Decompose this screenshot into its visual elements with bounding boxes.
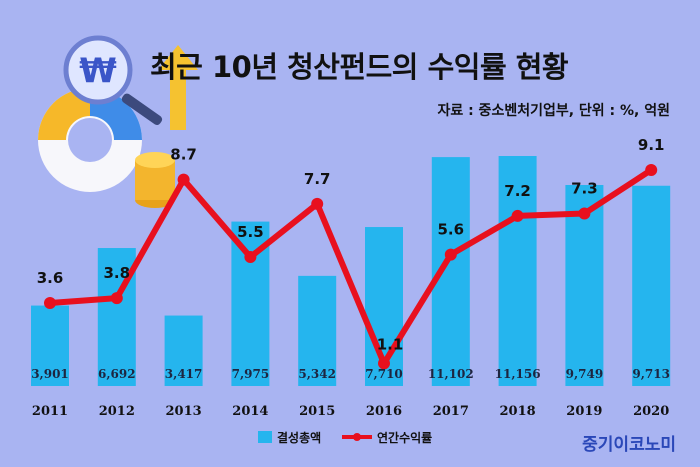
bar-2011: [31, 305, 69, 386]
bar-label-2012: 6,692: [98, 367, 136, 381]
line-point-2017: [444, 248, 457, 261]
x-tick-label-2015: 2015: [299, 404, 335, 419]
svg-text:₩: ₩: [79, 51, 117, 91]
bar-2015: [298, 275, 337, 386]
legend-label-bar: 결성총액: [277, 430, 321, 445]
bar-label-2013: 3,417: [165, 367, 203, 381]
line-label-2017: 5.6: [438, 221, 465, 239]
x-tick-label-2017: 2017: [433, 404, 469, 419]
bar-2020: [632, 185, 671, 386]
x-tick-label-2011: 2011: [32, 404, 68, 419]
arrow-up-icon: [158, 45, 198, 130]
finance-illustration: ₩: [38, 35, 198, 208]
line-point-2018: [511, 209, 524, 222]
brand-logo-text: 중기이코노미: [582, 435, 676, 455]
line-point-2013: [177, 173, 190, 186]
line-label-2018: 7.2: [504, 182, 531, 200]
bar-label-2020: 9,713: [632, 367, 670, 381]
bar-label-2018: 11,156: [495, 367, 541, 381]
line-label-2011: 3.6: [37, 269, 64, 287]
x-tick-label-2016: 2016: [366, 404, 402, 419]
x-tick-label-2013: 2013: [166, 404, 202, 419]
bar-2013: [164, 315, 203, 386]
line-label-2019: 7.3: [571, 180, 598, 198]
line-label-2015: 7.7: [304, 170, 331, 188]
legend-label-line: 연간수익률: [377, 430, 432, 445]
legend-swatch-line-marker: [353, 433, 361, 441]
x-tick-label-2018: 2018: [500, 404, 536, 419]
line-point-2015: [311, 197, 324, 210]
x-tick-label-2012: 2012: [99, 404, 135, 419]
x-tick-label-2019: 2019: [566, 404, 602, 419]
x-tick-label-2020: 2020: [633, 404, 669, 419]
coin-stack-icon: [135, 152, 175, 208]
bar-label-2016: 7,710: [365, 367, 403, 381]
line-point-2019: [578, 207, 591, 220]
bar-2018: [498, 156, 537, 386]
magnifier-won-icon: ₩: [63, 35, 163, 126]
line-point-2012: [110, 292, 123, 305]
line-point-2016: [378, 357, 390, 370]
bar-label-2019: 9,749: [566, 367, 604, 381]
bar-label-2017: 11,102: [428, 367, 474, 381]
bar-label-2011: 3,901: [31, 367, 69, 381]
line-point-2011: [44, 296, 56, 309]
line-series-annual-return: [49, 167, 653, 367]
line-label-2012: 3.8: [104, 264, 131, 282]
bar-label-2015: 5,342: [298, 367, 336, 381]
source-note: 자료 : 중소벤처기업부, 단위 : %, 억원: [437, 103, 670, 119]
legend-swatch-bar: [258, 431, 272, 443]
bar-label-2014: 7,975: [232, 367, 270, 381]
chart-title: 최근 10년 청산펀드의 수익률 현황: [150, 50, 569, 84]
line-label-2014: 5.5: [237, 223, 264, 241]
line-point-2014: [244, 251, 257, 264]
line-label-2016: 1.1: [377, 335, 404, 353]
line-point-2020: [645, 164, 658, 176]
line-label-2013: 8.7: [170, 146, 197, 164]
x-tick-label-2014: 2014: [232, 404, 268, 419]
line-label-2020: 9.1: [638, 136, 665, 154]
